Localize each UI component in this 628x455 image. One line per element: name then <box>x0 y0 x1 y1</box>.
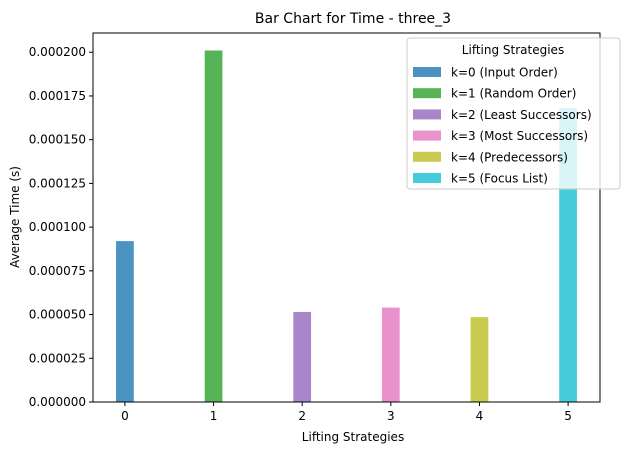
legend-swatch <box>413 67 441 77</box>
x-tick-label: 2 <box>298 409 306 423</box>
y-tick-label: 0.000000 <box>29 395 86 409</box>
bar-1 <box>204 50 223 402</box>
bar-2 <box>293 311 312 402</box>
y-tick-label: 0.000175 <box>29 89 86 103</box>
legend-entries: k=0 (Input Order) k=1 (Random Order) k=2 (… <box>413 66 592 186</box>
legend-title: Lifting Strategies <box>462 43 564 57</box>
legend-entry-label: k=4 (Predecessors) <box>451 150 568 164</box>
legend-entry-label: k=1 (Random Order) <box>451 87 576 101</box>
legend: Lifting Strategies k=0 (Input Order) k=1 … <box>406 37 621 190</box>
legend-swatch <box>413 173 441 183</box>
bar-4 <box>470 317 489 402</box>
x-tick-label: 3 <box>387 409 395 423</box>
legend-entry-label: k=3 (Most Successors) <box>451 129 588 143</box>
x-tick-label: 1 <box>210 409 218 423</box>
legend-swatch <box>413 130 441 141</box>
bar-0 <box>116 241 134 402</box>
y-axis-label: Average Time (s) <box>8 166 22 268</box>
legend-entry-label: k=0 (Input Order) <box>451 66 558 80</box>
x-axis-label: Lifting Strategies <box>302 430 404 444</box>
y-tick-label: 0.000025 <box>29 351 86 365</box>
x-tick-label: 0 <box>121 409 129 423</box>
y-axis-ticks: 0.000000 0.000025 0.000050 0.000075 0.000100… <box>29 45 93 409</box>
bar-3 <box>381 307 400 402</box>
y-tick-label: 0.000075 <box>29 264 86 278</box>
legend-swatch <box>413 88 441 99</box>
x-tick-label: 5 <box>564 409 572 423</box>
x-axis-ticks: 0 1 2 3 4 5 <box>121 402 572 423</box>
legend-swatch <box>413 109 441 120</box>
plot-frame <box>92 32 601 403</box>
x-tick-label: 4 <box>476 409 484 423</box>
y-tick-label: 0.000150 <box>29 133 86 147</box>
chart-title: Bar Chart for Time - three_3 <box>255 11 451 27</box>
y-tick-label: 0.000125 <box>29 176 86 190</box>
legend-frame <box>406 37 621 190</box>
legend-swatch <box>413 151 441 162</box>
legend-entry-label: k=2 (Least Successors) <box>451 108 592 122</box>
y-tick-label: 0.000100 <box>29 220 86 234</box>
legend-entry-label: k=5 (Focus List) <box>451 172 548 186</box>
y-tick-label: 0.000050 <box>29 308 86 322</box>
y-tick-label: 0.000200 <box>29 45 86 59</box>
